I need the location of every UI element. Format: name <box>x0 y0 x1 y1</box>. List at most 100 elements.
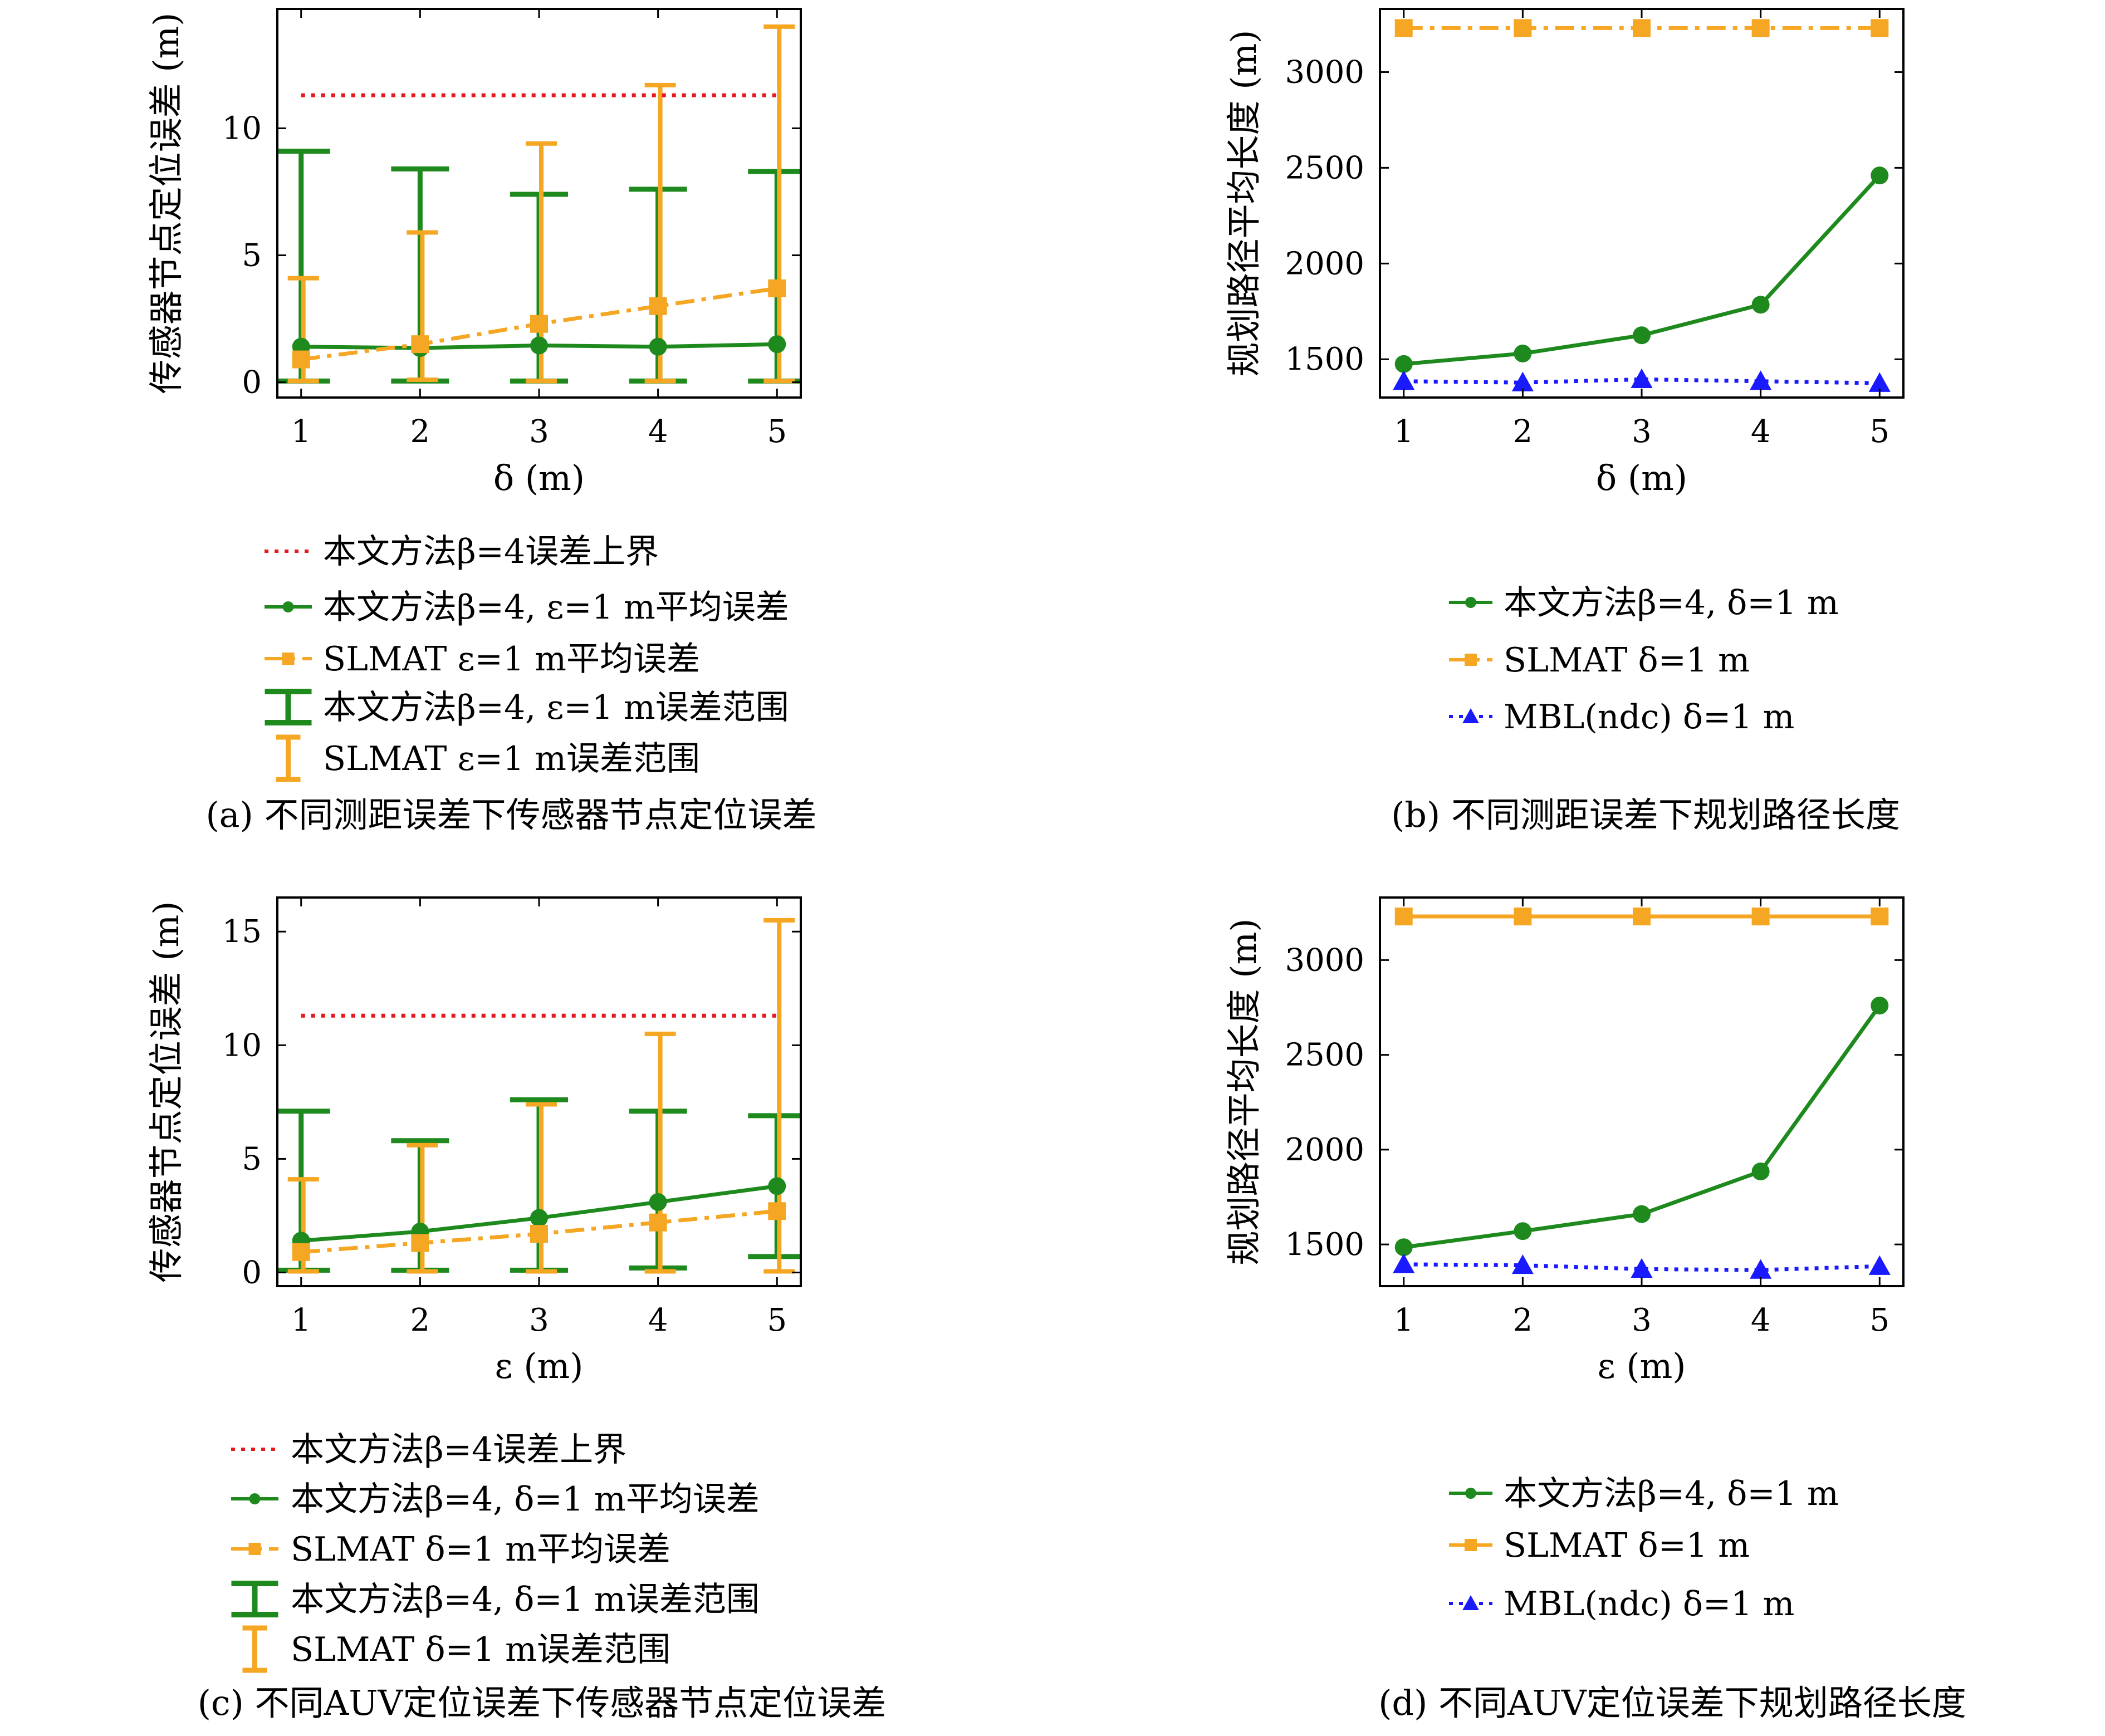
plot-data-area <box>277 918 801 1274</box>
data-point <box>1868 1255 1891 1275</box>
legend-label: SLMAT ε=1 m平均误差 <box>323 640 700 679</box>
legend-marker <box>1465 1539 1477 1551</box>
y-tick-label: 3000 <box>1285 54 1364 90</box>
data-point <box>1633 908 1651 926</box>
y-tick-label: 3000 <box>1285 942 1364 978</box>
data-point <box>649 1213 667 1232</box>
chart-b: 1 2 3 4 5 1500 2000 2500 3000 δ (m) 规划路径平均长度 (m) 本文… <box>1223 8 1905 835</box>
chart-d: 1 2 3 4 5 1500 2000 2500 3000 ε (m) 规划路径平均长度 (m) 本文… <box>1223 896 1966 1723</box>
y-tick-label: 1500 <box>1285 341 1364 377</box>
data-point <box>1393 1253 1415 1273</box>
y-axis-label: 传感器节点定位误差 (m) <box>146 13 187 394</box>
data-point <box>1633 19 1651 37</box>
data-point <box>768 1202 786 1220</box>
data-point <box>1633 326 1651 345</box>
legend-marker <box>1465 654 1477 666</box>
legend-label: SLMAT δ=1 m误差范围 <box>291 1630 670 1669</box>
data-point <box>1514 344 1532 362</box>
x-tick-label: 4 <box>648 1302 668 1338</box>
figure-caption: (b) 不同测距误差下规划路径长度 <box>1391 795 1900 835</box>
data-point <box>1751 296 1770 314</box>
data-point <box>530 1225 548 1243</box>
data-point <box>1871 19 1889 37</box>
data-point <box>649 297 667 315</box>
data-point <box>1751 1163 1770 1181</box>
x-axis-label: δ (m) <box>1596 458 1687 498</box>
legend-label: 本文方法β=4误差上界 <box>291 1430 626 1469</box>
y-tick-label: 2500 <box>1285 150 1364 186</box>
x-tick-label: 2 <box>1513 414 1533 450</box>
legend-label: MBL(ndc) δ=1 m <box>1504 698 1794 737</box>
y-tick-label: 1500 <box>1285 1227 1364 1263</box>
y-tick-label: 5 <box>242 1141 262 1177</box>
x-axis-label: ε (m) <box>495 1346 584 1386</box>
y-tick-label: 2000 <box>1285 246 1364 282</box>
legend-marker <box>1462 1595 1479 1610</box>
y-tick-label: 2500 <box>1285 1037 1364 1073</box>
x-tick-label: 5 <box>767 414 787 450</box>
legend-label: SLMAT δ=1 m <box>1504 641 1750 680</box>
data-point <box>1514 908 1532 926</box>
data-point <box>411 1234 429 1252</box>
data-point <box>292 350 310 369</box>
y-tick-label: 5 <box>242 238 262 274</box>
legend-marker <box>1462 708 1479 723</box>
data-point <box>649 1193 667 1211</box>
y-tick-label: 0 <box>242 1255 262 1291</box>
data-point <box>530 315 548 333</box>
plot-data-area <box>1393 908 1891 1279</box>
x-axis-label: ε (m) <box>1598 1346 1686 1386</box>
data-point <box>1511 371 1534 391</box>
legend-label: SLMAT ε=1 m误差范围 <box>323 739 700 778</box>
data-point <box>411 335 429 354</box>
y-tick-label: 15 <box>222 914 262 950</box>
y-tick-label: 0 <box>242 365 262 401</box>
y-axis-label: 规划路径平均长度 (m) <box>1223 919 1264 1266</box>
data-point <box>1750 370 1772 390</box>
figure-caption: (c) 不同AUV定位误差下传感器节点定位误差 <box>198 1683 887 1723</box>
data-point <box>1631 368 1653 388</box>
data-point <box>1631 1258 1653 1278</box>
x-tick-label: 3 <box>529 414 549 450</box>
legend-marker <box>249 1493 261 1504</box>
y-tick-label: 10 <box>222 110 262 146</box>
legend-marker <box>282 601 294 612</box>
chart-a: 1 2 3 4 5 0 5 10 δ (m) 传感器节点定位误差 (m) 本文方法β=4误差上界本文… <box>146 8 817 835</box>
data-point <box>649 337 667 356</box>
legend-label: 本文方法β=4, ε=1 m平均误差 <box>323 588 789 627</box>
data-point <box>530 1209 548 1227</box>
legend-label: 本文方法β=4, δ=1 m <box>1504 1474 1839 1513</box>
data-point <box>1871 166 1889 185</box>
legend-label: SLMAT δ=1 m <box>1504 1526 1750 1565</box>
data-point <box>1394 355 1413 373</box>
data-point <box>530 336 548 355</box>
x-tick-label: 2 <box>410 414 430 450</box>
y-axis-label: 规划路径平均长度 (m) <box>1223 30 1264 377</box>
data-point <box>1751 19 1770 37</box>
data-point <box>1871 908 1889 926</box>
data-point <box>1633 1205 1651 1223</box>
legend-marker <box>282 653 295 665</box>
data-point <box>1394 1238 1413 1257</box>
legend-marker <box>248 1543 261 1555</box>
plot-data-area <box>1393 19 1891 392</box>
x-tick-label: 5 <box>1869 414 1889 450</box>
legend-marker <box>1465 597 1476 608</box>
legend-label: SLMAT δ=1 m平均误差 <box>291 1530 670 1569</box>
y-tick-label: 2000 <box>1285 1132 1364 1168</box>
x-tick-label: 3 <box>1632 1302 1652 1338</box>
legend-label: MBL(ndc) δ=1 m <box>1504 1585 1794 1624</box>
x-tick-label: 2 <box>410 1302 430 1338</box>
data-point <box>1394 908 1413 926</box>
x-tick-label: 4 <box>648 414 668 450</box>
data-point <box>1514 19 1532 37</box>
chart-c: 1 2 3 4 5 0 5 10 15 ε (m) 传感器节点定位误差 (m) 本文方法β=4误差上界… <box>146 896 887 1723</box>
data-point <box>1751 908 1770 926</box>
figure-caption: (d) 不同AUV定位误差下规划路径长度 <box>1378 1683 1966 1723</box>
data-point <box>768 279 786 297</box>
data-point <box>292 1243 310 1261</box>
x-tick-label: 1 <box>291 1302 311 1338</box>
